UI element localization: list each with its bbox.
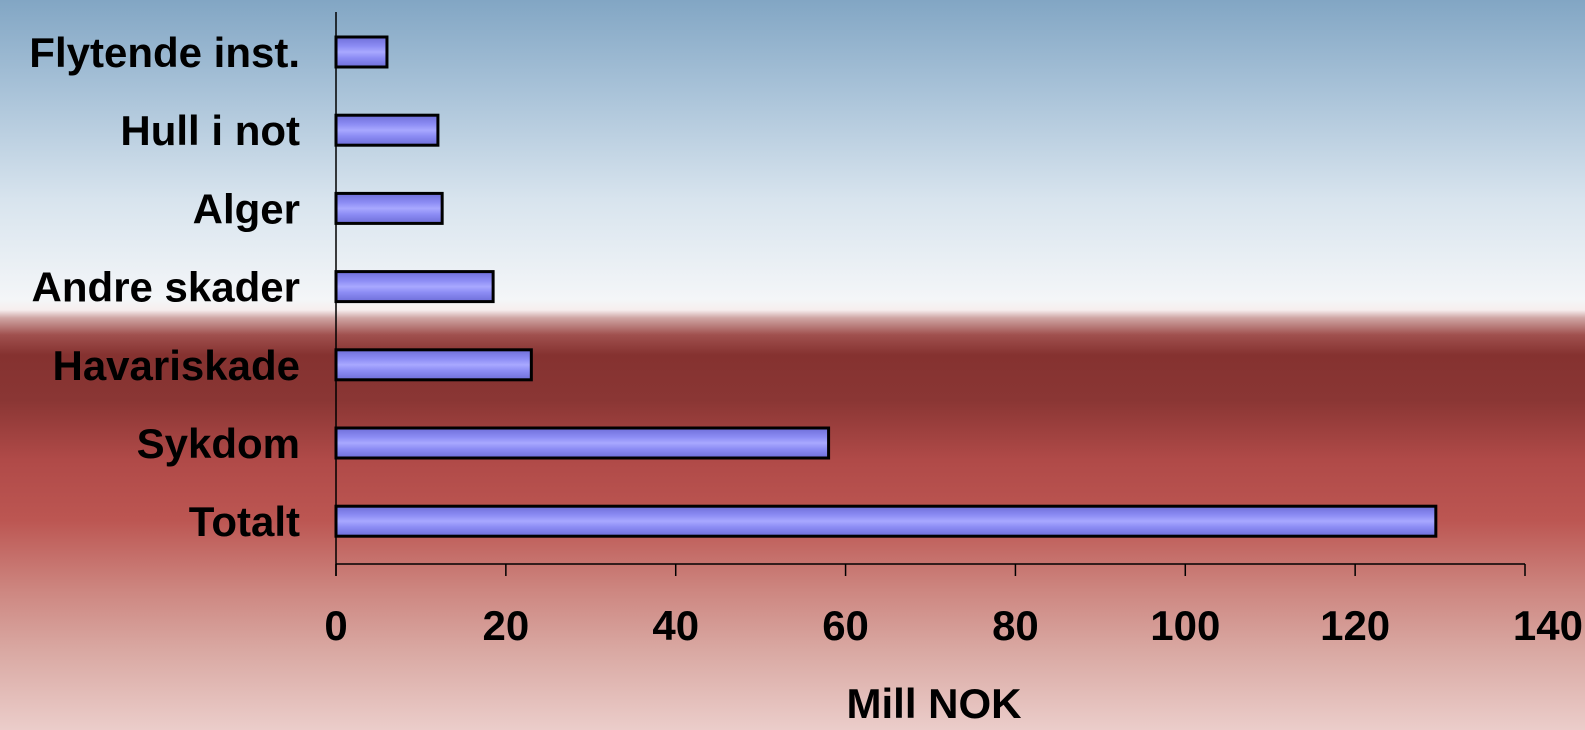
x-tick-label: 40 — [652, 602, 699, 649]
bar — [334, 113, 440, 147]
x-tick-label: 20 — [482, 602, 529, 649]
x-tick-label: 60 — [822, 602, 869, 649]
bar — [334, 35, 389, 69]
x-tick-label: 100 — [1150, 602, 1220, 649]
bars — [334, 35, 1438, 538]
bar — [334, 348, 533, 382]
category-label: Sykdom — [137, 420, 300, 467]
category-label: Hull i not — [120, 107, 300, 154]
bar — [334, 504, 1438, 538]
category-label: Alger — [193, 185, 300, 232]
bar — [334, 191, 444, 225]
category-label: Totalt — [189, 498, 300, 545]
x-axis-title: Mill NOK — [847, 680, 1022, 727]
x-tick-label: 140 — [1513, 602, 1583, 649]
bar — [334, 270, 495, 304]
x-tick-label: 120 — [1320, 602, 1390, 649]
x-axis-ticks: 0 20 40 60 80 100 120 140 — [324, 564, 1583, 649]
category-labels: Flytende inst. Hull i not Alger Andre skade… — [29, 29, 300, 545]
category-label: Flytende inst. — [29, 29, 300, 76]
bar — [334, 426, 831, 460]
category-label: Andre skader — [32, 264, 300, 311]
x-tick-label: 0 — [324, 602, 347, 649]
category-label: Havariskade — [52, 342, 300, 389]
x-tick-label: 80 — [992, 602, 1039, 649]
